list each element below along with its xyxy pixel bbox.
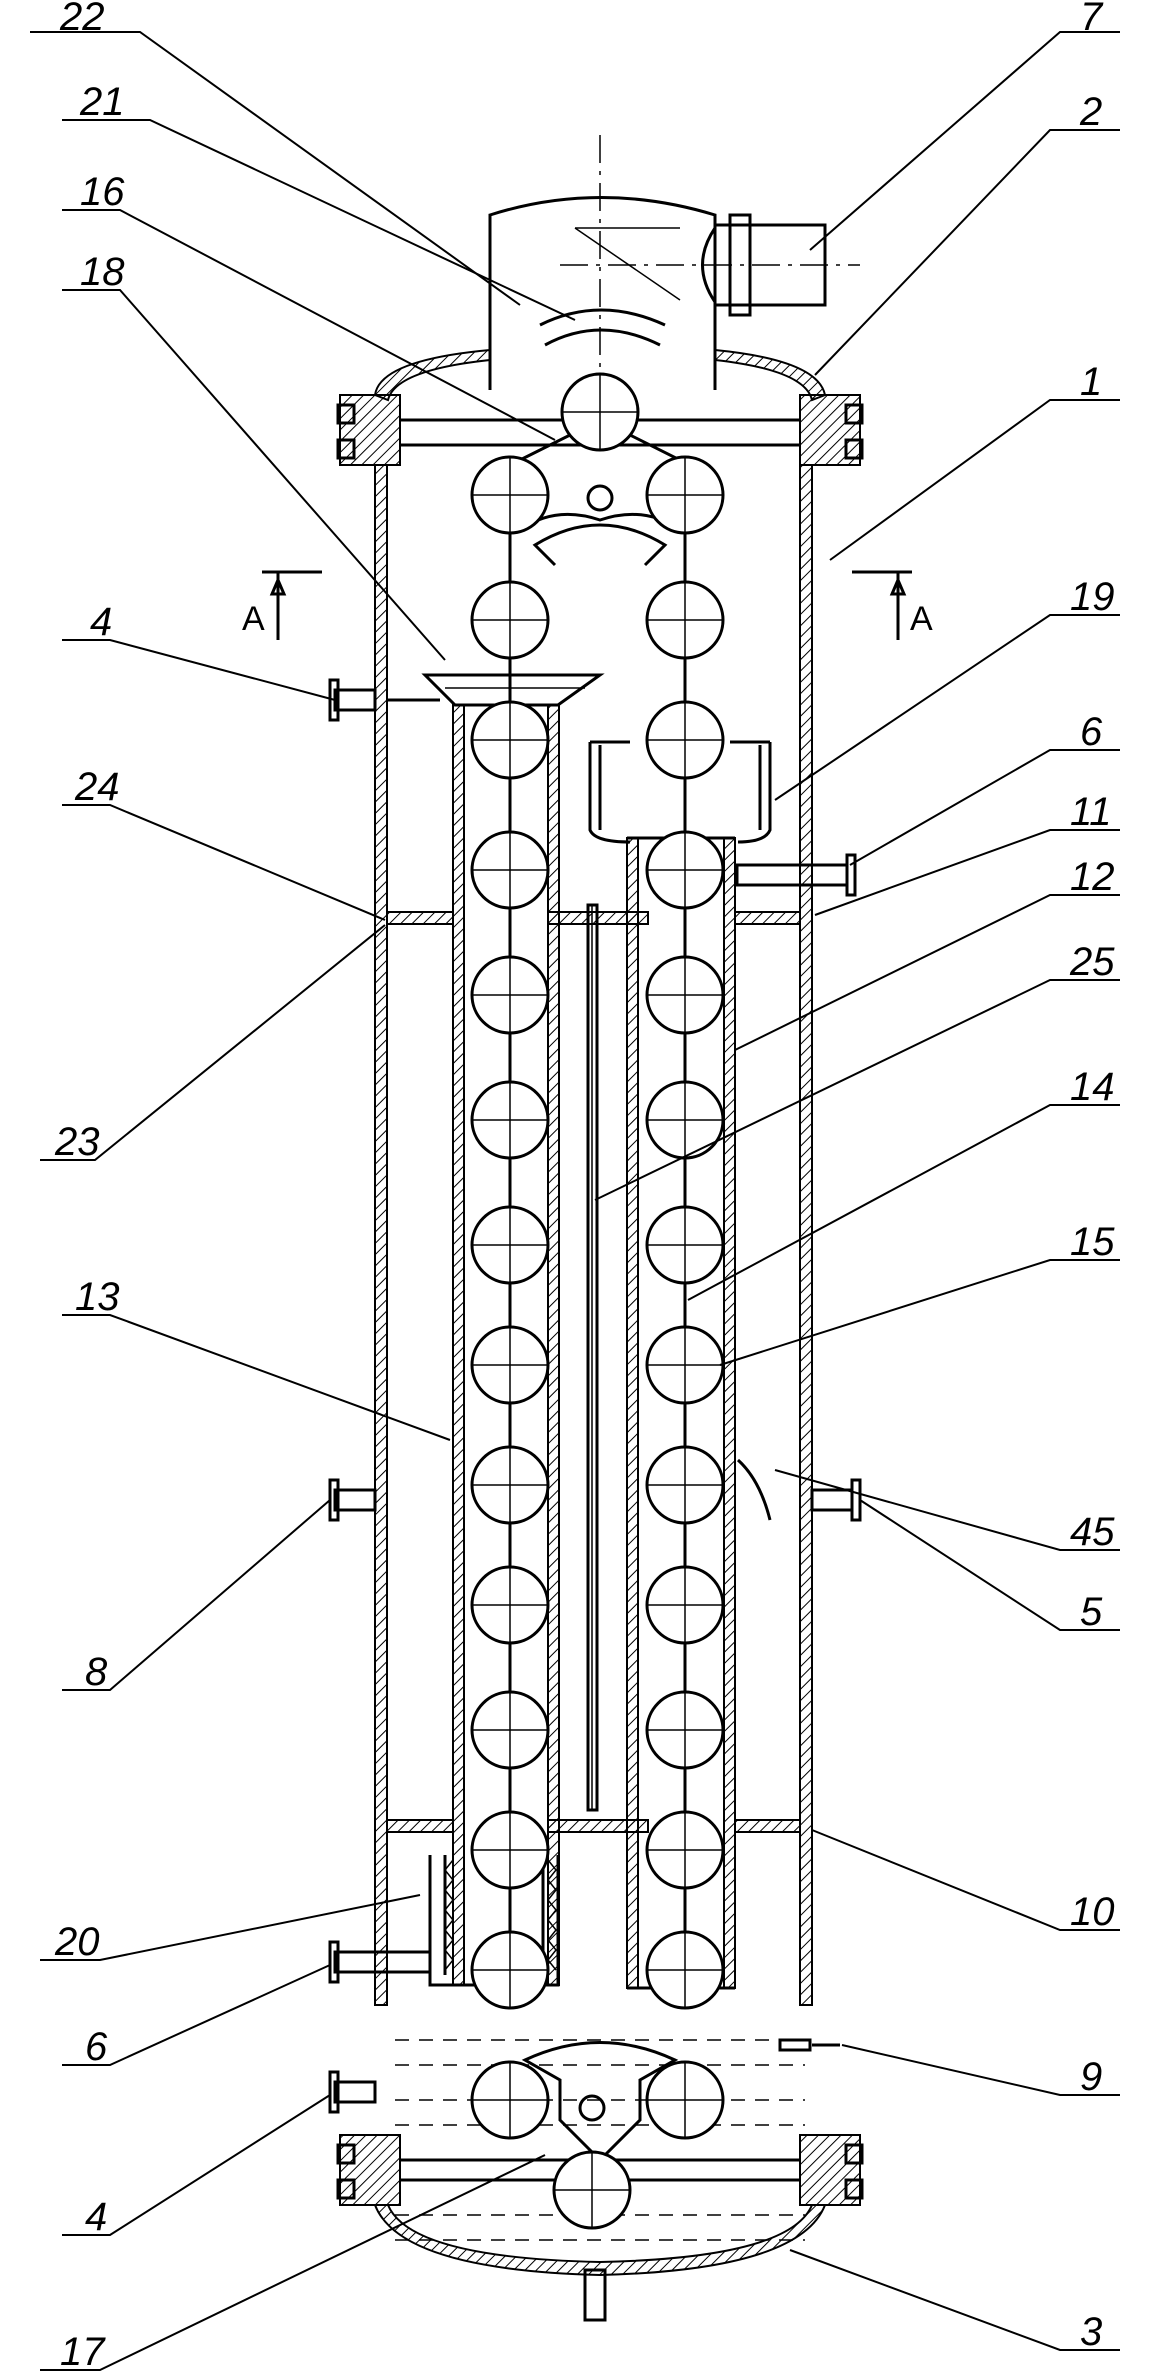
main-shell xyxy=(374,464,813,2006)
funnel xyxy=(421,673,605,707)
ball-chain xyxy=(470,372,725,2230)
callout-10: 10 xyxy=(1070,1890,1115,1934)
cup xyxy=(588,740,772,844)
outlet-pipe xyxy=(560,213,860,317)
callout-8: 8 xyxy=(85,1650,108,1694)
callout-1: 1 xyxy=(1080,360,1102,404)
callout-5: 5 xyxy=(1080,1590,1103,1634)
callout-7: 7 xyxy=(1080,0,1104,39)
callout-numbers: 22 21 16 18 4 24 23 13 8 20 6 4 17 7 2 1… xyxy=(54,0,1115,2374)
section-label-left: A xyxy=(242,600,265,638)
callout-14: 14 xyxy=(1070,1065,1115,1109)
top-hood xyxy=(488,135,717,390)
callout-16: 16 xyxy=(80,170,125,214)
callout-23: 23 xyxy=(54,1120,100,1164)
callout-22: 22 xyxy=(59,0,105,39)
callout-4-upper: 4 xyxy=(90,600,112,644)
leader-lines xyxy=(30,31,1120,2371)
callout-19: 19 xyxy=(1070,575,1115,619)
rod xyxy=(586,903,599,1812)
callout-13: 13 xyxy=(75,1275,120,1319)
callout-20: 20 xyxy=(54,1920,100,1964)
callout-9: 9 xyxy=(1080,2055,1102,2099)
callout-6-lower: 6 xyxy=(85,2025,108,2069)
callout-21: 21 xyxy=(79,80,125,124)
bottom-sprocket xyxy=(521,2041,679,2163)
callout-24: 24 xyxy=(74,765,120,809)
callout-11: 11 xyxy=(1070,790,1112,834)
section-label-right: A xyxy=(910,600,933,638)
callout-18: 18 xyxy=(80,250,125,294)
callout-4-lower: 4 xyxy=(85,2195,107,2239)
partitions xyxy=(386,911,801,1833)
callout-45: 45 xyxy=(1070,1510,1115,1554)
callout-25: 25 xyxy=(1069,940,1115,984)
callout-15: 15 xyxy=(1070,1220,1115,1264)
callout-17: 17 xyxy=(60,2330,106,2374)
section-markers: A A xyxy=(242,570,933,640)
callout-3: 3 xyxy=(1080,2310,1102,2354)
callout-2: 2 xyxy=(1079,90,1102,134)
top-cover xyxy=(336,348,864,466)
callout-12: 12 xyxy=(1070,855,1115,899)
callout-6-upper: 6 xyxy=(1080,710,1103,754)
